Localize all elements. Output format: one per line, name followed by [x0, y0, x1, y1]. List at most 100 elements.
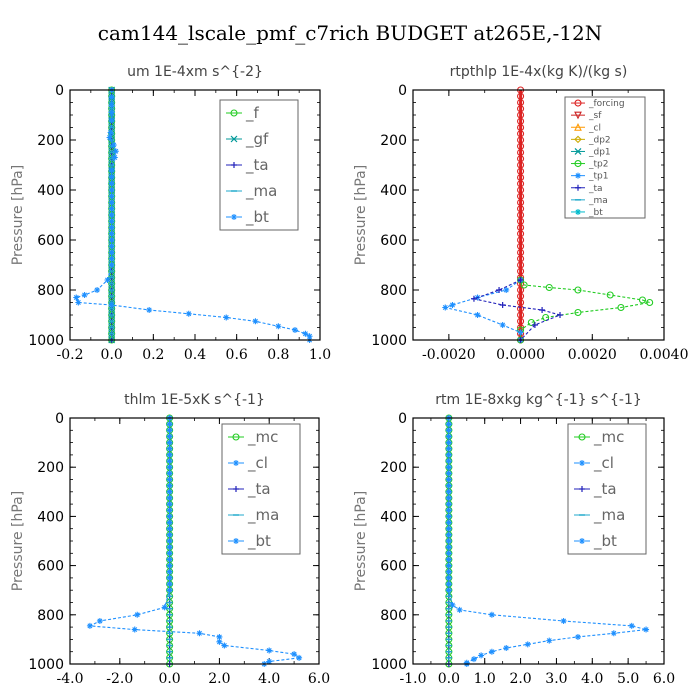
data-point — [166, 538, 173, 544]
legend-label: _gf — [245, 130, 269, 149]
y-axis-label: Pressure [hPa] — [353, 491, 369, 591]
chart-panel-4: rtm 1E-8xkg kg^{-1} s^{-1} Pressure [hPa]… — [353, 392, 675, 687]
data-point — [445, 439, 452, 446]
legend-marker — [233, 486, 239, 492]
data-point — [108, 255, 115, 262]
data-point — [306, 333, 313, 340]
data-point — [112, 148, 119, 155]
data-point — [542, 313, 550, 322]
series-line — [448, 418, 647, 664]
data-point — [108, 212, 115, 218]
data-point — [108, 224, 115, 231]
data-point — [108, 249, 115, 256]
legend-label: _cl — [588, 123, 601, 133]
plot-frame — [412, 89, 665, 341]
data-point — [266, 647, 273, 654]
y-tick-label: 800 — [380, 283, 407, 299]
data-point — [108, 187, 115, 193]
legend-label: _dp1 — [588, 147, 611, 157]
legend-label: _mc — [247, 428, 278, 447]
data-point — [81, 292, 88, 298]
data-point — [456, 606, 463, 613]
data-point — [108, 199, 115, 206]
data-point — [108, 94, 115, 101]
x-tick-label: 0.8 — [267, 347, 289, 363]
data-point — [96, 617, 103, 624]
data-point — [445, 544, 452, 551]
series-tp1 — [442, 277, 524, 343]
series-line — [471, 279, 562, 341]
data-point — [296, 654, 303, 661]
data-point — [166, 519, 173, 526]
data-point — [73, 294, 80, 301]
series-ta — [470, 277, 564, 343]
data-point — [166, 587, 173, 594]
data-point — [166, 458, 173, 465]
data-point — [488, 611, 495, 618]
data-point — [108, 230, 115, 237]
data-point — [94, 287, 101, 293]
data-point — [108, 262, 115, 268]
data-point — [445, 525, 452, 532]
y-tick-label: 600 — [37, 233, 64, 249]
data-point — [104, 277, 111, 283]
legend-label: _ta — [588, 184, 603, 194]
data-point — [449, 302, 456, 308]
legend-label: _forcing — [588, 99, 625, 109]
chart-panels: um 1E-4xm s^{-2} Pressure [hPa] 0 200 400 600… — [10, 64, 689, 687]
data-point — [539, 307, 546, 313]
legend-marker — [232, 433, 240, 441]
legend-marker — [230, 135, 238, 143]
data-point — [131, 626, 138, 633]
x-tick-label: -4.0 — [57, 671, 84, 687]
data-point — [557, 312, 564, 318]
data-point — [524, 641, 531, 648]
x-tick-label: 2.0 — [208, 671, 230, 687]
legend-label: _sf — [588, 111, 602, 121]
data-point — [445, 562, 452, 569]
series-line — [443, 279, 522, 340]
y-axis-label: Pressure [hPa] — [353, 165, 369, 265]
legend-label: _cl — [247, 454, 268, 473]
legend-marker — [574, 148, 582, 155]
panel-title: rtm 1E-8xkg kg^{-1} s^{-1} — [435, 392, 642, 408]
x-tick-label: 0.0000 — [496, 347, 545, 363]
data-point — [108, 102, 115, 108]
data-point — [166, 433, 173, 440]
legend-marker — [574, 135, 582, 144]
data-point — [166, 556, 173, 563]
data-point — [108, 173, 115, 180]
legend-marker — [578, 433, 586, 441]
legend-label: _dp2 — [588, 135, 611, 145]
data-point — [108, 218, 115, 225]
data-point — [166, 568, 173, 575]
data-point — [445, 433, 452, 440]
data-point — [108, 180, 115, 187]
x-tick-label: 0.0 — [158, 671, 180, 687]
data-point — [445, 550, 452, 557]
data-point — [470, 656, 477, 663]
data-point — [445, 464, 452, 471]
data-point — [445, 581, 452, 588]
legend-marker — [230, 109, 238, 117]
y-tick-label: 200 — [37, 460, 64, 476]
data-point — [166, 494, 173, 501]
data-point — [108, 167, 115, 173]
x-tick-label: 1.0 — [474, 671, 496, 687]
data-point — [574, 308, 582, 317]
data-point — [108, 109, 115, 116]
data-point — [166, 451, 173, 458]
legend-label: _bt — [247, 532, 271, 551]
data-point — [266, 658, 273, 665]
legend-label: _ma — [245, 182, 277, 201]
legend-label: _ta — [593, 480, 617, 499]
data-point — [445, 574, 452, 581]
series-bt — [73, 87, 313, 343]
data-point — [628, 622, 635, 629]
data-point — [166, 507, 173, 514]
legend-marker — [579, 538, 585, 544]
data-point — [166, 550, 173, 557]
data-point — [517, 329, 524, 336]
data-point — [445, 470, 452, 477]
